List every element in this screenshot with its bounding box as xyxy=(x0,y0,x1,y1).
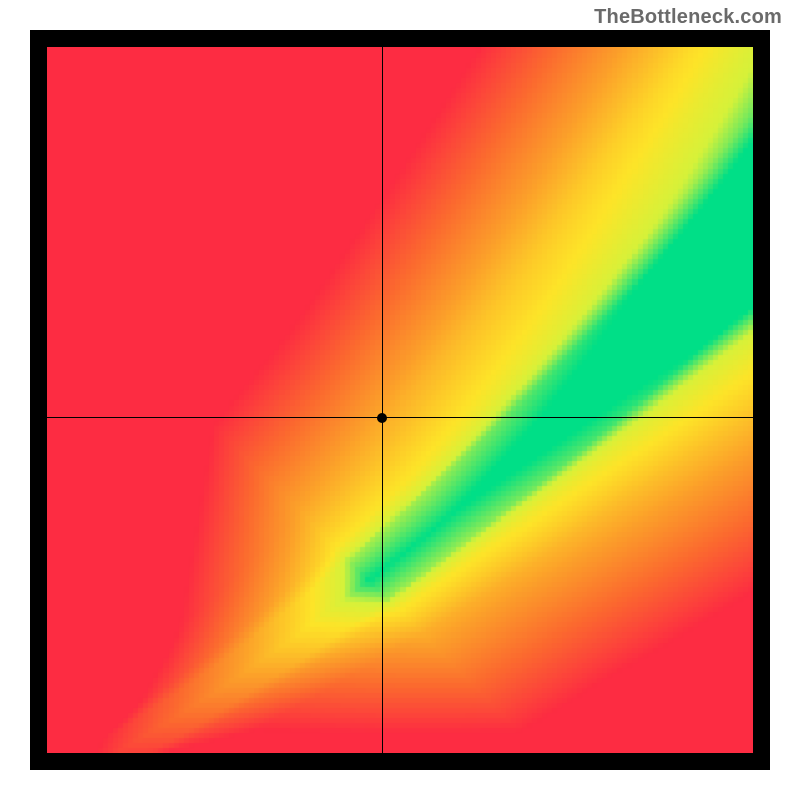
crosshair-horizontal xyxy=(47,417,753,418)
plot-frame xyxy=(30,30,770,770)
crosshair-vertical xyxy=(382,47,383,753)
crosshair-marker xyxy=(377,413,387,423)
bottleneck-heatmap xyxy=(47,47,753,753)
attribution-text: TheBottleneck.com xyxy=(594,6,782,29)
chart-container: TheBottleneck.com xyxy=(0,0,800,800)
